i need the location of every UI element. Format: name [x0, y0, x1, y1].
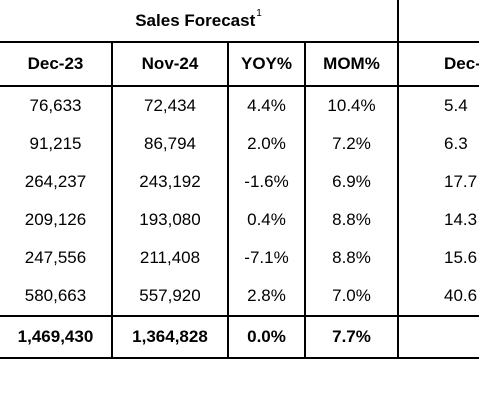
cell[interactable]: 10.4%	[305, 86, 400, 125]
total-cell[interactable]: 1,364,828	[112, 315, 229, 359]
cell[interactable]: 40.6	[444, 286, 478, 305]
cell[interactable]: 17.7	[444, 172, 478, 191]
footnote-marker: 1	[256, 7, 262, 19]
group-title: Sales Forecast	[135, 10, 256, 30]
cell[interactable]: 247,556	[0, 239, 113, 277]
cell[interactable]: 86,794	[112, 125, 229, 163]
total-cell[interactable]: 0.0%	[228, 315, 306, 359]
cell[interactable]: 6.9%	[305, 163, 400, 201]
cell[interactable]: 14.3	[444, 210, 478, 229]
cell[interactable]: 580,663	[0, 277, 113, 316]
table-row: 580,663 557,920 2.8% 7.0% 40.6	[0, 277, 479, 316]
cell[interactable]: 211,408	[112, 239, 229, 277]
cell[interactable]: 264,237	[0, 163, 113, 201]
cell[interactable]: 91,215	[0, 125, 113, 163]
group-title-cell[interactable]: Sales Forecast1	[0, 0, 400, 43]
cell[interactable]: 15.6	[444, 248, 478, 267]
column-header-dec-23[interactable]: Dec-23	[0, 42, 113, 87]
cell[interactable]: 193,080	[112, 201, 229, 239]
total-cell[interactable]: 1,469,430	[0, 315, 113, 359]
cell[interactable]: 6.3	[444, 134, 468, 153]
table-row: 76,633 72,434 4.4% 10.4% 5.4	[0, 86, 479, 125]
cell[interactable]: 8.8%	[305, 201, 400, 239]
cell[interactable]: 243,192	[112, 163, 229, 201]
cell[interactable]: 0.4%	[228, 201, 306, 239]
cell[interactable]: 4.4%	[228, 86, 306, 125]
table-row: 209,126 193,080 0.4% 8.8% 14.3	[0, 201, 479, 239]
column-header-nov-24[interactable]: Nov-24	[112, 42, 229, 87]
next-group-cell[interactable]	[398, 0, 479, 43]
cell[interactable]: 5.4	[444, 96, 468, 115]
group-header-row: Sales Forecast1	[0, 0, 479, 43]
column-header-row: Dec-23 Nov-24 YOY% MOM% Dec-	[0, 42, 479, 87]
column-header-yoy[interactable]: YOY%	[228, 42, 306, 87]
sales-forecast-table: Sales Forecast1 Dec-23 Nov-24 YOY% MOM% …	[0, 0, 479, 359]
cell[interactable]: 72,434	[112, 86, 229, 125]
cell[interactable]: 557,920	[112, 277, 229, 316]
table-row: 247,556 211,408 -7.1% 8.8% 15.6	[0, 239, 479, 277]
cell[interactable]: 76,633	[0, 86, 113, 125]
cell[interactable]: 209,126	[0, 201, 113, 239]
total-cell[interactable]	[398, 315, 479, 359]
column-header-next[interactable]: Dec-	[398, 42, 479, 87]
total-cell[interactable]: 7.7%	[305, 315, 400, 359]
total-row: 1,469,430 1,364,828 0.0% 7.7%	[0, 315, 479, 359]
cell[interactable]: -7.1%	[228, 239, 306, 277]
cell[interactable]: 7.0%	[305, 277, 400, 316]
cell[interactable]: 2.0%	[228, 125, 306, 163]
cell[interactable]: 2.8%	[228, 277, 306, 316]
table-row: 264,237 243,192 -1.6% 6.9% 17.7	[0, 163, 479, 201]
table-row: 91,215 86,794 2.0% 7.2% 6.3	[0, 125, 479, 163]
cell[interactable]: 7.2%	[305, 125, 400, 163]
cell[interactable]: 8.8%	[305, 239, 400, 277]
cell[interactable]: -1.6%	[228, 163, 306, 201]
column-header-mom[interactable]: MOM%	[305, 42, 400, 87]
